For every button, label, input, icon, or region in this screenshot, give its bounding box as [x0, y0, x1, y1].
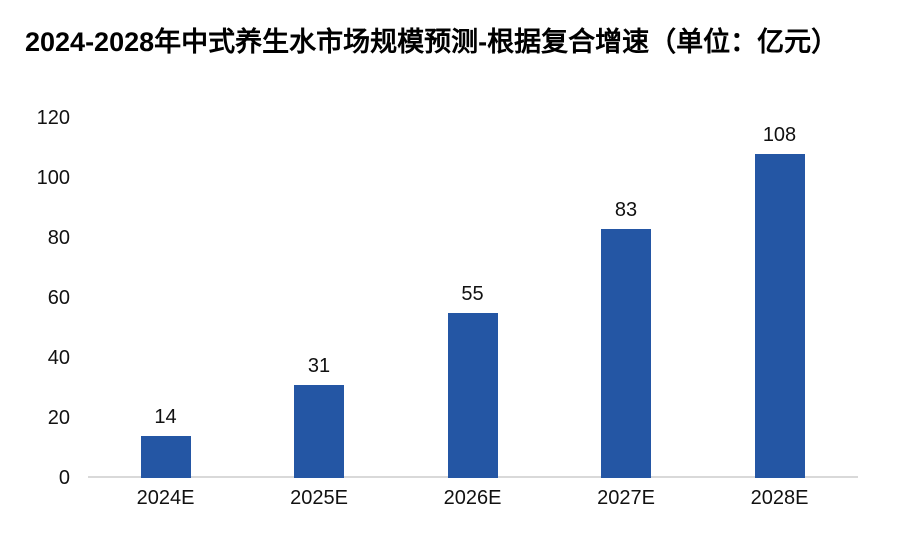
- x-axis-label: 2025E: [290, 487, 348, 509]
- y-axis-tick-label: 20: [47, 407, 70, 429]
- bar-value-label: 55: [461, 283, 484, 305]
- bar-value-label: 83: [614, 199, 638, 221]
- x-axis-label: 2028E: [750, 487, 809, 509]
- bar-value-label: 14: [154, 406, 177, 428]
- bar-2027E: [601, 229, 651, 478]
- x-axis-label: 2027E: [597, 487, 655, 509]
- y-axis-tick-label: 60: [47, 287, 70, 309]
- y-axis-tick-label: 40: [47, 347, 70, 369]
- bar-value-label: 108: [762, 124, 797, 146]
- x-axis-label: 2024E: [136, 487, 195, 509]
- y-axis-tick-label: 120: [36, 107, 70, 129]
- bar-value-label: 31: [307, 355, 331, 377]
- bar-2028E: [754, 154, 805, 478]
- bar-2024E: [140, 436, 191, 478]
- x-axis-label: 2026E: [443, 487, 502, 509]
- y-axis-tick-label: 80: [47, 227, 70, 249]
- bar-2026E: [447, 313, 498, 478]
- y-axis-tick-label: 0: [58, 467, 70, 489]
- chart-title: 2024-2028年中式养生水市场规模预测-根据复合增速（单位：亿元）: [25, 27, 839, 57]
- y-axis-tick-label: 100: [36, 167, 70, 189]
- bar-2025E: [294, 385, 344, 478]
